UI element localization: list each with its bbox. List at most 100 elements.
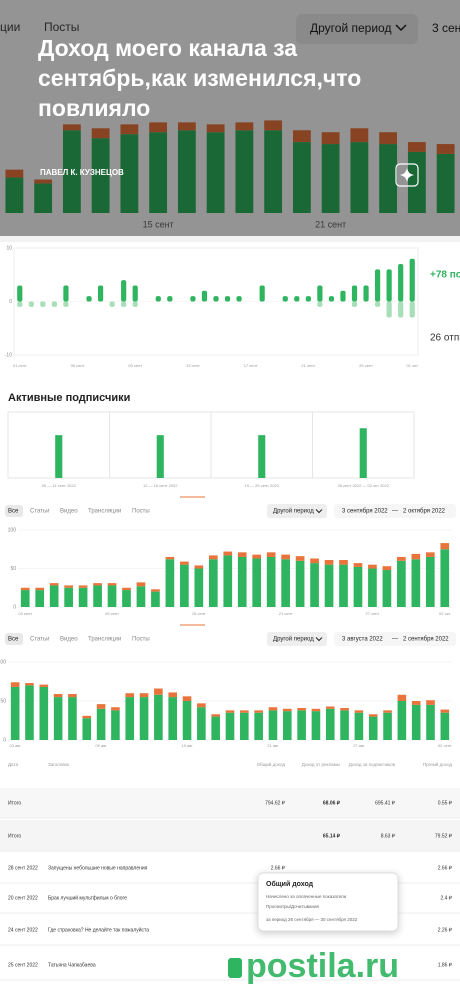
bar: [407, 151, 426, 213]
x-tick-label: 02 окт: [439, 611, 451, 616]
bar: [167, 296, 173, 302]
filter-tab[interactable]: Статьи: [30, 637, 49, 643]
table-cell: 2.66 ₽: [438, 865, 453, 871]
filter-tab[interactable]: Трансляции: [88, 637, 121, 643]
bar: [208, 555, 218, 560]
x-tick-label: 09 авг: [95, 743, 107, 748]
bar: [266, 556, 276, 607]
bar: [122, 587, 131, 591]
bar: [368, 716, 378, 740]
bar: [328, 296, 335, 302]
filter-tab[interactable]: Все: [8, 509, 19, 515]
bar: [132, 285, 138, 302]
bar: [398, 301, 404, 318]
table-cell: 2.4 ₽: [440, 895, 452, 901]
date-range: [334, 632, 456, 646]
bar: [25, 685, 34, 740]
side-label: +78 под: [430, 270, 460, 281]
bar: [121, 301, 127, 307]
bar: [155, 296, 161, 302]
bar: [281, 559, 290, 607]
tooltip-text: за период 26 сентября — 30 сентября 2022: [266, 917, 358, 922]
filter-tab[interactable]: Трансляции: [88, 509, 121, 515]
table-header: Прочий доход: [423, 761, 452, 767]
bar: [5, 177, 24, 213]
bar: [53, 697, 63, 740]
bar: [340, 290, 346, 302]
section-sep: [0, 236, 460, 242]
tab[interactable]: Посты: [44, 20, 79, 34]
bar: [197, 707, 206, 740]
bar: [411, 559, 421, 607]
bar: [281, 554, 290, 560]
period-button[interactable]: [267, 632, 327, 646]
tab[interactable]: ции: [0, 20, 20, 34]
table-cell: 79.52 ₽: [435, 833, 453, 839]
period-button[interactable]: [267, 504, 327, 518]
bar: [190, 296, 196, 302]
bar: [91, 138, 110, 213]
bar: [10, 682, 20, 687]
y-tick-label: 0: [3, 737, 6, 743]
bar: [168, 692, 178, 698]
row-bg: [0, 788, 460, 818]
bar: [295, 556, 305, 561]
bar: [254, 712, 263, 740]
bar: [120, 134, 139, 213]
x-tick-label: 27 авг: [353, 743, 365, 748]
tooltip-title: Общий доход: [266, 880, 314, 888]
bar: [62, 124, 81, 131]
bar: [235, 122, 254, 131]
bar: [109, 301, 115, 307]
bar: [107, 583, 117, 586]
date-from: 3 августа 2022: [342, 637, 383, 643]
article-title: Доход моего канала за: [38, 35, 297, 61]
x-tick-label: 15 сент: [192, 611, 206, 616]
bar: [53, 693, 63, 698]
bar: [34, 183, 53, 213]
bar: [64, 587, 73, 607]
bar: [295, 560, 305, 607]
bar: [39, 684, 49, 687]
date-label: 3 сент: [432, 21, 460, 35]
date-from: 3 сентября 2022: [342, 509, 388, 515]
table-cell: 1.86 ₽: [438, 962, 453, 968]
x-tick-label: 27 сент: [366, 611, 380, 616]
table-cell: 20 сент 2022: [8, 895, 38, 901]
bar: [398, 264, 404, 302]
bar: [240, 710, 249, 713]
x-tick-label: 15 сент: [143, 219, 174, 229]
filter-tab[interactable]: Все: [8, 637, 19, 643]
bar: [397, 701, 407, 740]
filter-tab[interactable]: Статьи: [30, 509, 49, 515]
bar: [383, 712, 392, 740]
bar: [28, 301, 34, 307]
filter-tab[interactable]: Видео: [60, 509, 78, 515]
period-button[interactable]: [296, 14, 418, 44]
bar: [139, 697, 149, 740]
filter-tab[interactable]: Посты: [132, 509, 150, 515]
x-tick-label: 21 сент: [301, 363, 315, 368]
filter-tab[interactable]: Видео: [60, 637, 78, 643]
y-tick-label: 50: [0, 698, 6, 704]
bar: [165, 559, 175, 607]
bar: [20, 587, 30, 591]
bar: [224, 296, 231, 302]
filter-tab[interactable]: Посты: [132, 637, 150, 643]
bar: [397, 694, 407, 701]
bar: [97, 285, 104, 302]
bar: [93, 585, 102, 607]
bar: [379, 132, 398, 145]
bar: [292, 142, 311, 213]
chevron: [395, 24, 407, 32]
bar: [282, 708, 292, 712]
x-tick-label: 15 авг: [181, 743, 193, 748]
date-dash: —: [392, 637, 398, 643]
table-cell: Брак лучший мультфильм о блоге: [48, 894, 127, 901]
bar: [225, 712, 235, 740]
bar: [68, 693, 77, 698]
bar: [340, 708, 349, 711]
bar: [311, 711, 321, 740]
watermark-icon: [228, 958, 242, 978]
table-cell: 8.63 ₽: [381, 833, 396, 839]
